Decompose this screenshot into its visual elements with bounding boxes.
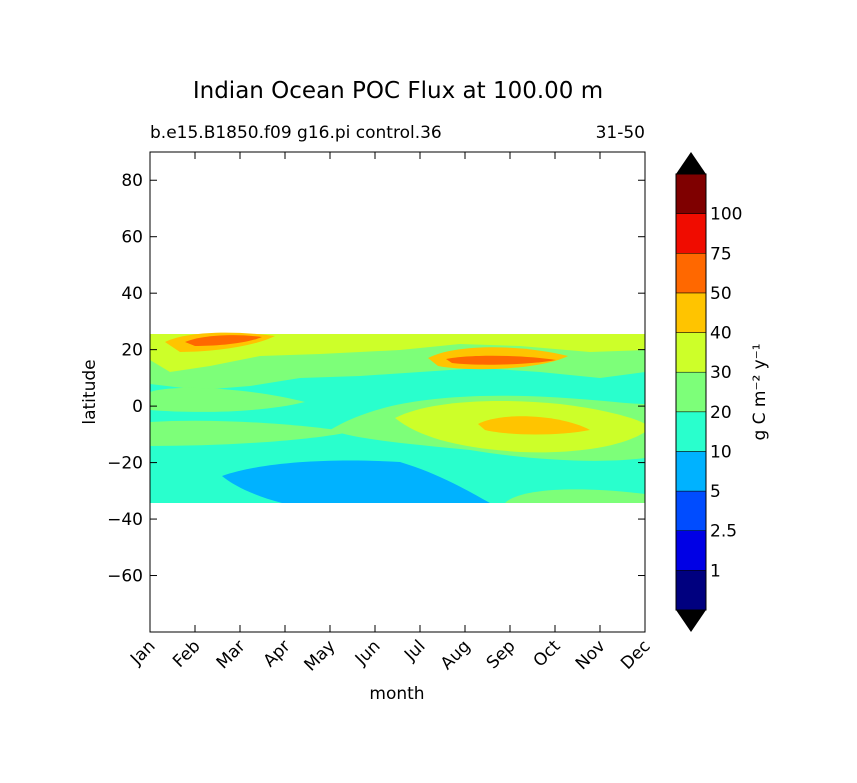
colorbar-tick-label: 75 [710,244,732,264]
patch-5-10-south [222,460,490,503]
colorbar-swatch [675,332,707,373]
y-axis-label: latitude [80,359,100,424]
x-tick-label: Oct [530,636,565,671]
patch-50-75-sep [446,355,556,365]
x-tick-label: Nov [572,636,610,674]
colorbar-swatch [675,213,707,254]
plot-frame [149,151,646,633]
colorbar-tick-label: 40 [710,324,732,344]
x-tick-label: May [301,636,340,675]
colorbar-over-arrow [676,152,706,174]
chart-subtitle-right: 31-50 [596,123,645,143]
colorbar-tick-label: 10 [710,442,732,462]
colorbar-tick-label: 1 [710,561,721,581]
x-tick-label: Mar [213,636,250,673]
band-20-30-west [150,387,305,412]
x-tick-label: Dec [617,636,654,673]
y-tick-label: 80 [121,171,143,191]
colorbar-tick-label: 2.5 [710,522,737,542]
y-tick-label: 60 [121,228,143,248]
chart-subtitle-left: b.e15.B1850.f09 g16.pi control.36 [150,123,442,143]
y-axis-ticks: 80 60 40 20 0 −20 −40 −60 [107,171,645,587]
colorbar-tick-label: 100 [710,205,742,225]
x-tick-label: Jul [400,636,429,665]
x-tick-label: Feb [169,636,204,671]
colorbar-frame [675,173,707,611]
colorbar-swatch [675,292,707,333]
y-tick-label: −20 [107,454,143,474]
colorbar-swatch [675,253,707,294]
patch-40-50-east [478,416,590,435]
patch-50-75-mar [185,335,262,346]
colorbar-under-arrow [676,610,706,632]
y-tick-label: −60 [107,567,143,587]
x-axis-label: month [369,684,424,704]
band-20-30-central [150,420,350,446]
x-tick-label: Sep [483,636,520,673]
band-30-40-north [150,334,645,372]
colorbar-swatch [675,411,707,452]
y-tick-label: −40 [107,510,143,530]
x-tick-label: Apr [260,636,295,671]
y-tick-label: 40 [121,284,143,304]
colorbar: 1 2.5 5 10 20 30 40 50 75 100 [675,152,742,632]
colorbar-label: g C m⁻² y⁻¹ [750,343,770,440]
colorbar-swatch [675,173,707,214]
band-20-30-southeast [505,489,645,503]
colorbar-tick-label: 50 [710,284,732,304]
colorbar-swatch [675,570,707,611]
x-tick-label: Jan [126,636,159,669]
colorbar-swatch [675,530,707,571]
colorbar-tick-label: 30 [710,363,732,383]
x-tick-label: Aug [437,636,475,674]
colorbar-swatch [675,451,707,492]
y-tick-label: 20 [121,341,143,361]
chart-title: Indian Ocean POC Flux at 100.00 m [193,78,603,104]
colorbar-swatch [675,371,707,413]
y-tick-label: 0 [132,397,143,417]
x-tick-label: Jun [351,636,385,670]
colorbar-tick-label: 20 [710,403,732,423]
colorbar-tick-label: 5 [710,482,721,502]
contour-field [150,332,645,503]
colorbar-swatch [675,490,707,531]
